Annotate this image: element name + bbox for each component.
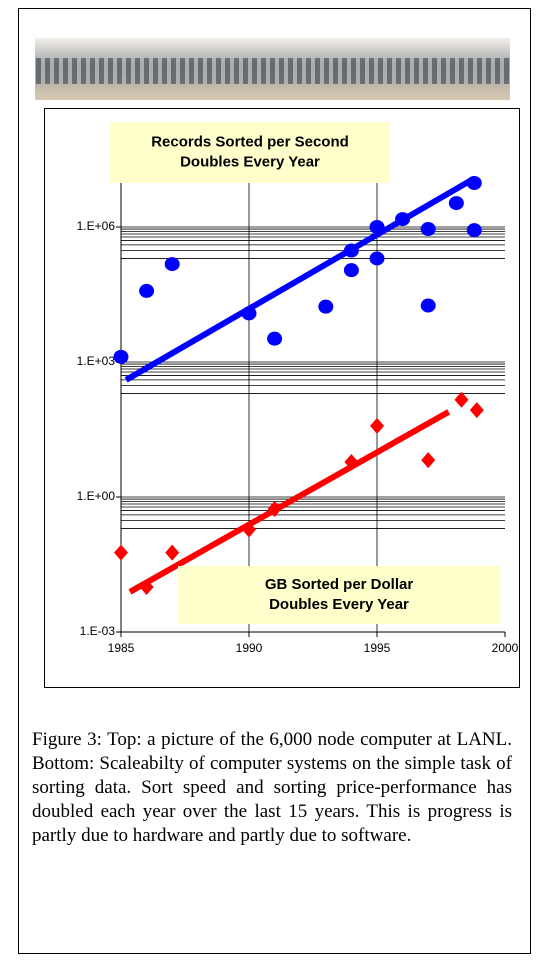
point: [139, 284, 154, 298]
y-tick-label: 1.E+06: [77, 219, 116, 233]
x-tick-label: 1985: [108, 641, 135, 655]
point: [421, 299, 436, 313]
y-tick-label: 1.E-03: [80, 624, 116, 638]
chart: 1.E-03 1.E+00 1.E+03 1.E+06 1985 1990 1995 2000…: [0, 0, 540, 720]
point: [370, 251, 385, 265]
y-tick-label: 1.E+03: [77, 354, 116, 368]
point: [318, 300, 333, 314]
point: [467, 223, 482, 237]
annotation-text: Records Sorted per Second: [151, 133, 349, 150]
page: 1.E-03 1.E+00 1.E+03 1.E+06 1985 1990 1995 2000…: [0, 0, 540, 964]
point: [165, 257, 180, 271]
annotation-text: Doubles Every Year: [269, 596, 409, 613]
x-tick-label: 1990: [236, 641, 263, 655]
point: [449, 196, 464, 210]
annotation-text: Doubles Every Year: [180, 153, 320, 170]
point: [267, 332, 282, 346]
caption: Figure 3: Top: a picture of the 6,000 no…: [32, 728, 512, 848]
x-tick-label: 2000: [492, 641, 519, 655]
photo-racks: [35, 58, 510, 84]
y-tick-label: 1.E+00: [77, 489, 116, 503]
x-tick-label: 1995: [364, 641, 391, 655]
point: [344, 263, 359, 277]
point: [114, 350, 129, 364]
annotation-text: GB Sorted per Dollar: [265, 576, 414, 593]
point: [421, 222, 436, 236]
